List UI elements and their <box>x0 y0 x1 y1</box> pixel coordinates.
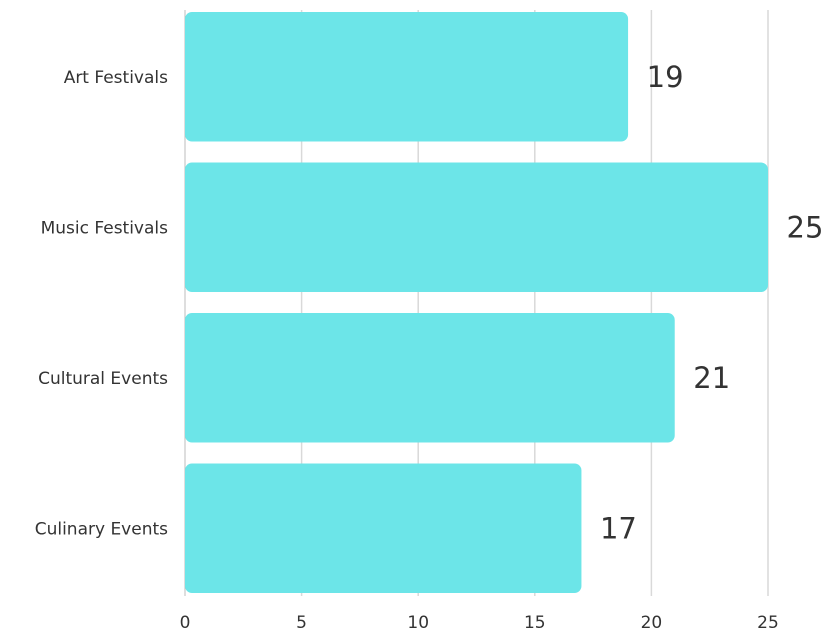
bar-culinary-events <box>185 463 582 593</box>
x-tick-label-20: 20 <box>641 613 663 632</box>
category-label-art-festivals: Art Festivals <box>64 68 168 88</box>
category-label-culinary-events: Culinary Events <box>35 519 168 539</box>
value-labels: 19 25 21 17 <box>600 60 823 546</box>
x-tick-label-10: 10 <box>407 613 429 632</box>
value-label-art-festivals: 19 <box>647 60 684 94</box>
bar-music-festivals <box>185 162 768 292</box>
x-axis-tick-labels: 0 5 10 15 20 25 <box>180 613 779 632</box>
value-label-culinary-events: 17 <box>600 511 637 545</box>
bar-art-festivals <box>185 12 629 142</box>
x-tick-label-0: 0 <box>180 613 191 632</box>
x-tick-label-15: 15 <box>524 613 546 632</box>
value-label-music-festivals: 25 <box>787 210 823 244</box>
x-tick-label-25: 25 <box>757 613 779 632</box>
category-labels: Art Festivals Music Festivals Cultural Eve… <box>35 68 168 540</box>
bar-cultural-events <box>185 313 675 443</box>
bars <box>185 12 768 593</box>
x-tick-label-5: 5 <box>296 613 307 632</box>
category-label-music-festivals: Music Festivals <box>41 218 169 238</box>
category-label-cultural-events: Cultural Events <box>38 369 168 389</box>
value-label-cultural-events: 21 <box>693 361 730 395</box>
